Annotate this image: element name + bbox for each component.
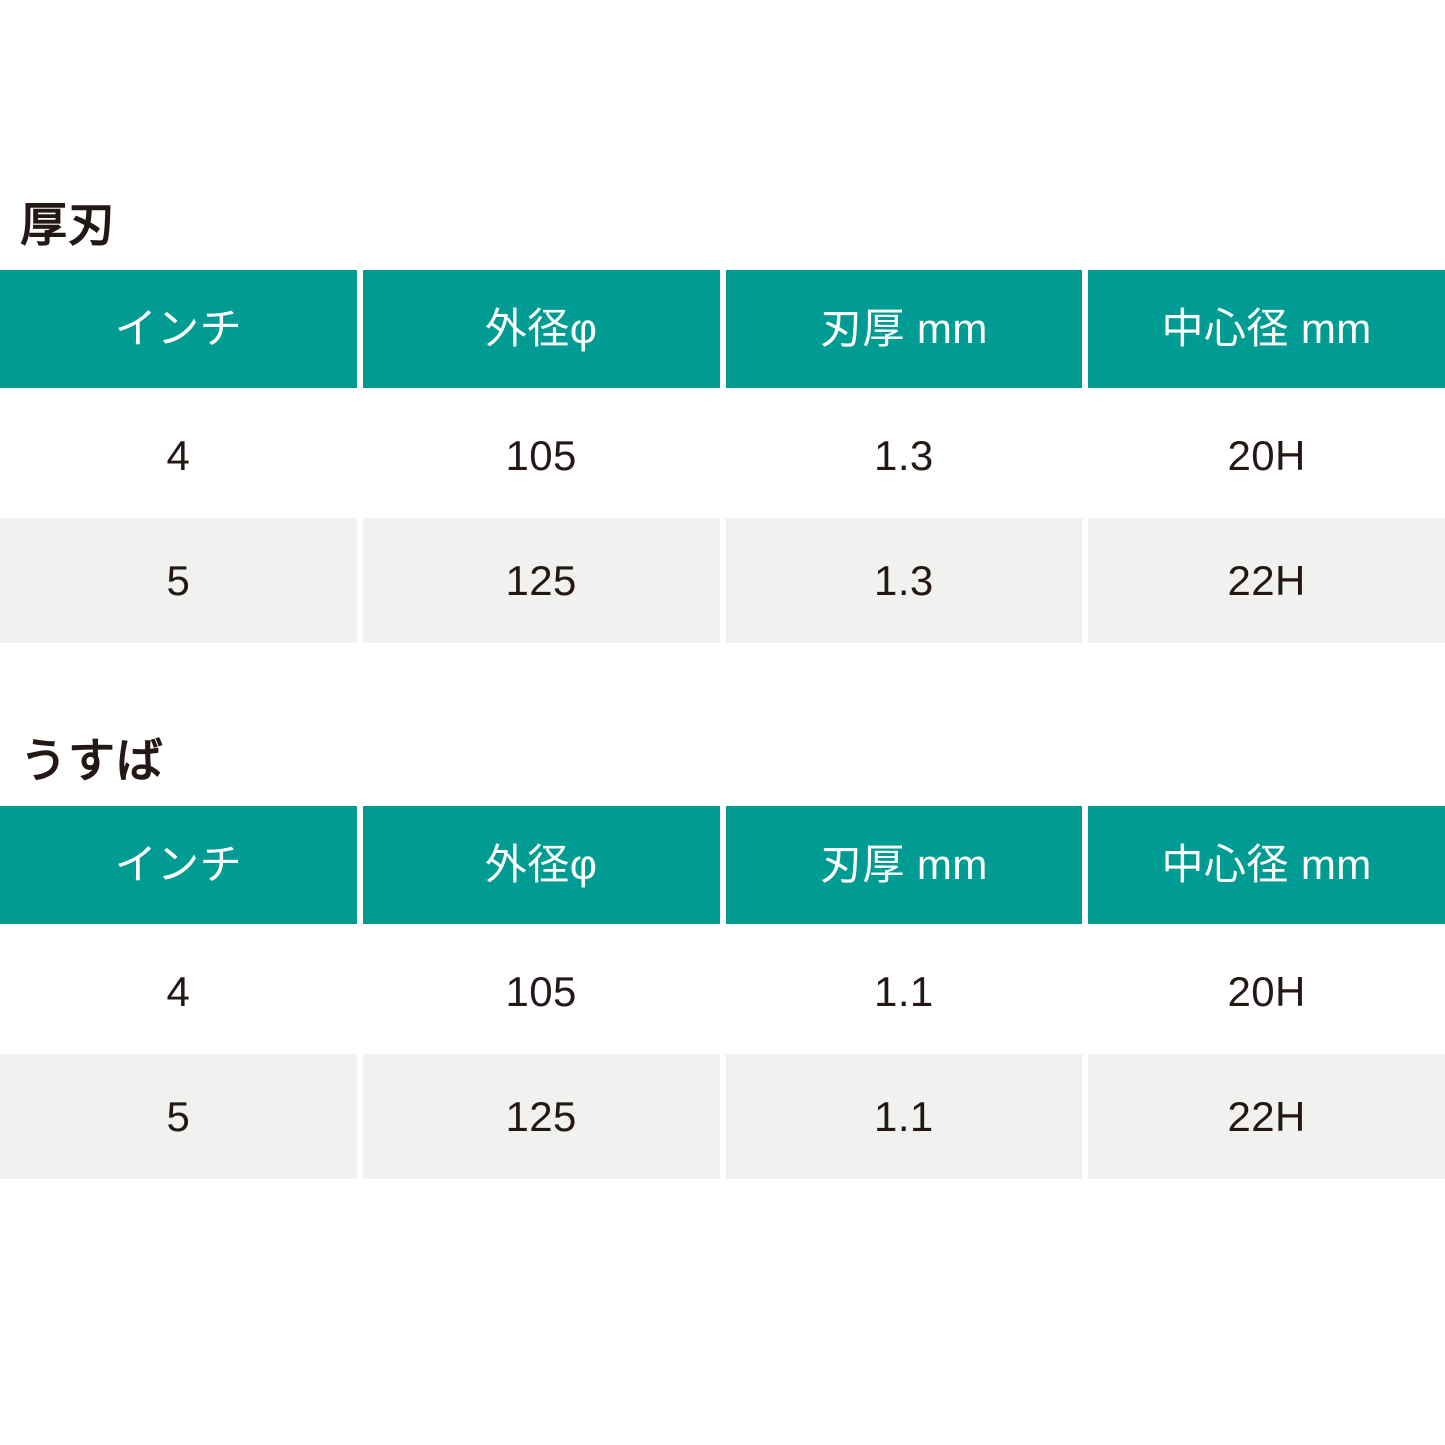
cell-blade-thick: 1.1 [725,1054,1083,1179]
table-row: 5 125 1.1 22H [0,1054,1445,1179]
column-header-bore-dia: 中心径 mm [1088,270,1445,388]
column-header-blade-thick: 刃厚 mm [725,806,1083,924]
table-row: 5 125 1.3 22H [0,518,1445,643]
spec-table-thin-blade: インチ 外径φ 刃厚 mm 中心径 mm 4 105 1.1 20H 5 125… [0,806,1445,1179]
cell-bore-dia: 20H [1088,929,1445,1054]
column-header-inch: インチ [0,270,357,388]
column-header-outer-dia: 外径φ [362,270,720,388]
cell-inch: 4 [0,929,357,1054]
cell-bore-dia: 20H [1088,393,1445,518]
table-row: 4 105 1.1 20H [0,929,1445,1054]
cell-outer-dia: 125 [362,518,720,643]
cell-outer-dia: 105 [362,393,720,518]
table-header-row: インチ 外径φ 刃厚 mm 中心径 mm [0,270,1445,388]
column-header-outer-dia: 外径φ [362,806,720,924]
cell-inch: 5 [0,1054,357,1179]
cell-blade-thick: 1.3 [725,518,1083,643]
column-header-inch: インチ [0,806,357,924]
cell-inch: 5 [0,518,357,643]
table-row: 4 105 1.3 20H [0,393,1445,518]
section-title-thick-blade: 厚刃 [20,198,116,251]
cell-bore-dia: 22H [1088,1054,1445,1179]
table-header-row: インチ 外径φ 刃厚 mm 中心径 mm [0,806,1445,924]
cell-outer-dia: 125 [362,1054,720,1179]
cell-outer-dia: 105 [362,929,720,1054]
section-title-thin-blade: うすば [20,734,164,787]
cell-inch: 4 [0,393,357,518]
cell-blade-thick: 1.3 [725,393,1083,518]
cell-bore-dia: 22H [1088,518,1445,643]
column-header-bore-dia: 中心径 mm [1088,806,1445,924]
spec-table-thick-blade: インチ 外径φ 刃厚 mm 中心径 mm 4 105 1.3 20H 5 125… [0,270,1445,643]
column-header-blade-thick: 刃厚 mm [725,270,1083,388]
cell-blade-thick: 1.1 [725,929,1083,1054]
